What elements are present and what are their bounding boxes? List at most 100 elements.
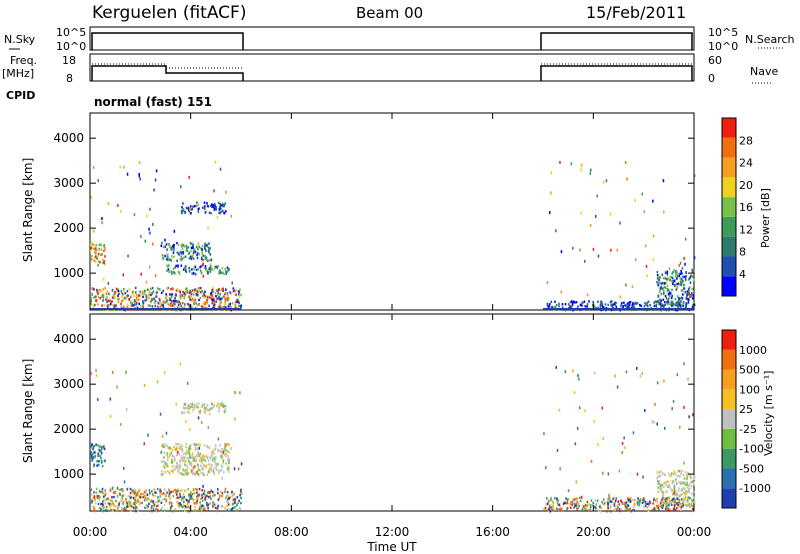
echo-cell <box>137 509 139 512</box>
echo-cell <box>172 247 174 251</box>
echo-cell <box>621 451 623 455</box>
echo-cell <box>673 506 676 509</box>
echo-cell <box>238 506 241 510</box>
echo-cell <box>177 303 180 307</box>
echo-cell <box>91 292 93 296</box>
echo-cell <box>192 253 194 257</box>
echo-cell <box>567 303 570 306</box>
echo-cell <box>602 306 605 309</box>
cpid-label: CPID <box>6 89 35 102</box>
echo-cell <box>156 291 158 294</box>
echo-cell <box>663 282 666 285</box>
echo-cell <box>173 246 175 249</box>
echo-cell <box>613 503 615 506</box>
echo-cell <box>633 499 636 502</box>
echo-cell <box>666 480 669 483</box>
echo-cell <box>169 497 171 500</box>
echo-cell <box>214 456 217 460</box>
echo-cell <box>202 404 204 407</box>
echo-cell <box>218 272 220 275</box>
echo-cell <box>680 493 683 496</box>
echo-cell <box>665 483 667 487</box>
echo-cell <box>195 288 197 291</box>
echo-cell <box>168 488 170 491</box>
echo-cell <box>590 168 592 172</box>
echo-cell <box>205 268 207 271</box>
echo-cell <box>679 261 682 265</box>
echo-cell <box>213 303 216 306</box>
echo-cell <box>624 304 626 307</box>
echo-cell <box>186 470 189 473</box>
echo-cell <box>92 306 95 309</box>
echo-cell <box>167 264 170 267</box>
echo-cell <box>645 244 647 248</box>
echo-cell <box>211 458 214 461</box>
echo-cell <box>546 497 548 500</box>
echo-cell <box>91 287 93 290</box>
echo-cell <box>570 162 573 166</box>
echo-cell <box>647 509 650 512</box>
echo-cell <box>137 493 140 496</box>
echo-cell <box>549 510 552 513</box>
echo-cell <box>573 502 576 505</box>
echo-cell <box>573 506 575 509</box>
echo-cell <box>109 502 111 506</box>
echo-cell <box>212 470 215 473</box>
echo-cell <box>673 497 676 500</box>
echo-cell <box>90 250 92 253</box>
echo-cell <box>123 480 126 484</box>
echo-cell <box>122 273 124 277</box>
echo-cell <box>658 475 661 478</box>
echo-cell <box>153 297 156 300</box>
echo-cell <box>224 306 227 309</box>
echo-cell <box>180 455 183 458</box>
echo-cell <box>215 289 218 292</box>
echo-cell <box>126 306 129 309</box>
echo-cell <box>213 457 215 460</box>
echo-cell <box>593 305 596 308</box>
echo-cell <box>599 505 601 508</box>
echo-cell <box>624 501 626 505</box>
echo-cell <box>579 496 581 500</box>
echo-cell <box>134 503 136 507</box>
echo-cell <box>90 298 92 301</box>
echo-cell <box>172 299 175 303</box>
echo-cell <box>198 245 200 248</box>
echo-cell <box>597 306 600 309</box>
echo-cell <box>100 447 103 450</box>
echo-cell <box>114 296 116 299</box>
echo-cell <box>689 286 691 289</box>
echo-cell <box>90 296 92 300</box>
echo-cell <box>595 503 598 506</box>
echo-cell <box>113 509 116 512</box>
echo-cell <box>614 301 616 304</box>
echo-cell <box>544 506 547 510</box>
echo-cell <box>173 455 175 458</box>
echo-cell <box>120 291 123 294</box>
echo-cell <box>128 298 131 302</box>
echo-cell <box>609 510 612 513</box>
echo-cell <box>200 506 203 510</box>
echo-cell <box>632 431 635 435</box>
echo-cell <box>237 501 240 505</box>
echo-cell <box>187 252 190 256</box>
echo-cell <box>204 290 206 293</box>
echo-cell <box>199 411 201 415</box>
echo-cell <box>163 466 166 469</box>
echo-cell <box>207 508 209 511</box>
echo-cell <box>197 468 200 471</box>
echo-cell <box>190 208 192 211</box>
echo-cell <box>121 299 123 303</box>
echo-cell <box>212 204 214 207</box>
echo-cell <box>191 472 194 475</box>
echo-cell <box>648 504 651 507</box>
echo-cell <box>584 305 587 308</box>
echo-cell <box>636 501 639 504</box>
echo-cell <box>682 481 684 484</box>
echo-cell <box>224 291 226 295</box>
echo-cell <box>574 442 577 446</box>
echo-cell <box>215 208 217 211</box>
echo-cell <box>144 506 146 510</box>
echo-cell <box>204 205 206 208</box>
echo-cell <box>558 304 560 308</box>
